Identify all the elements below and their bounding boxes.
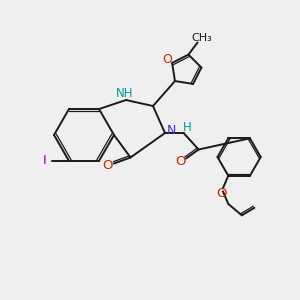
- Text: O: O: [162, 53, 172, 66]
- Text: N: N: [167, 124, 176, 136]
- Text: CH₃: CH₃: [192, 33, 212, 43]
- Text: O: O: [102, 159, 113, 172]
- Text: O: O: [175, 155, 185, 168]
- Text: NH: NH: [116, 87, 133, 100]
- Text: O: O: [216, 187, 227, 200]
- Text: I: I: [43, 154, 46, 166]
- Text: H: H: [183, 121, 192, 134]
